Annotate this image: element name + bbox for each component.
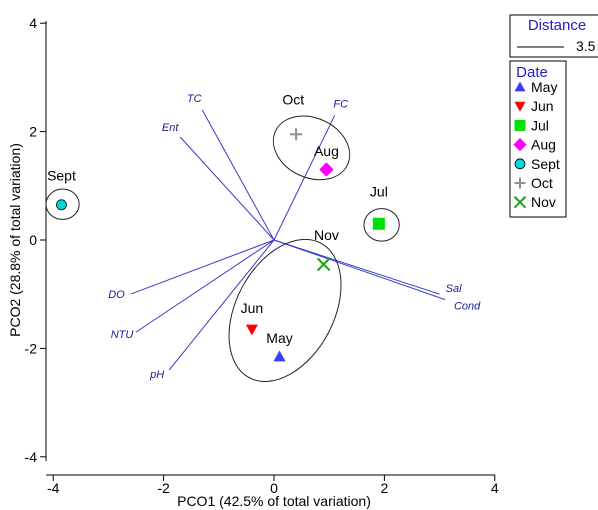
x-tick-label: 2 <box>381 480 389 496</box>
point-sept <box>56 199 67 211</box>
distance-scale-value: 3.5 <box>576 38 596 54</box>
vector-label-cond: Cond <box>454 301 481 313</box>
cluster-label-nov: Nov <box>314 227 339 243</box>
legend-marker-may <box>514 81 526 92</box>
vector-label-sal: Sal <box>446 283 462 295</box>
vector-do <box>130 239 275 295</box>
vector-label-do: DO <box>108 289 125 301</box>
point-label-jun: Jun <box>241 300 264 316</box>
point-group <box>56 128 385 362</box>
tick-group: -4 -2 0 2 4 -4 -2 0 2 4 <box>25 15 499 496</box>
vector-fc <box>273 115 336 241</box>
legend-marker-jul <box>514 119 526 131</box>
y-tick-label: 0 <box>29 232 37 248</box>
y-tick-label: 4 <box>29 15 37 31</box>
cluster-label-oct: Oct <box>282 92 304 108</box>
distance-legend: Distance 3.5 <box>509 14 598 58</box>
vector-cond <box>273 239 446 301</box>
y-tick-label: 2 <box>29 124 37 140</box>
point-jul <box>372 217 385 230</box>
vector-label-ph: pH <box>149 369 164 381</box>
legend-marker-jun <box>514 101 526 112</box>
vector-sal <box>273 239 440 295</box>
legend-marker-sept <box>514 158 526 170</box>
vector-group: TC Ent FC DO NTU pH Sal Cond <box>108 93 481 381</box>
x-tick-label: 0 <box>270 480 278 496</box>
cluster-label-sept: Sept <box>47 167 76 183</box>
y-tick-label: -2 <box>25 340 38 356</box>
point-label-may: May <box>266 330 292 346</box>
point-may <box>273 350 286 362</box>
legend-label-sept: Sept <box>531 156 560 172</box>
vector-ph <box>168 239 275 371</box>
x-tick-label: -2 <box>157 480 170 496</box>
legend-label-oct: Oct <box>531 175 553 191</box>
vector-ntu <box>135 239 275 333</box>
x-tick-label: 4 <box>491 480 499 496</box>
cluster-ellipse <box>272 115 351 181</box>
point-label-aug: Aug <box>314 143 339 159</box>
point-nov <box>316 257 331 272</box>
date-legend: Date May Jun Jul Aug Sept Oct Nov <box>509 60 567 218</box>
date-legend-title: Date <box>516 64 548 81</box>
vector-ent <box>179 136 275 241</box>
x-axis-label: PCO1 (42.5% of total variation) <box>177 493 371 509</box>
y-axis-label: PCO2 (28.8% of total variation) <box>7 143 23 337</box>
legend-marker-nov <box>513 195 527 209</box>
vector-label-ntu: NTU <box>111 329 134 341</box>
legend-label-nov: Nov <box>531 194 556 210</box>
date-legend-items: May Jun Jul Aug Sept Oct Nov <box>513 79 560 210</box>
point-jun <box>245 324 258 336</box>
point-aug <box>319 162 334 177</box>
legend-label-jun: Jun <box>531 98 554 114</box>
point-oct <box>290 128 303 141</box>
cluster-ellipse <box>228 238 342 383</box>
y-tick-label: -4 <box>25 449 38 465</box>
axes <box>45 21 495 476</box>
vector-label-tc: TC <box>187 93 202 105</box>
vector-label-ent: Ent <box>162 122 179 134</box>
x-tick-label: -4 <box>47 480 60 496</box>
legend-marker-oct <box>514 177 526 189</box>
vector-tc <box>201 109 275 241</box>
cluster-ellipse <box>45 188 80 220</box>
legend-label-aug: Aug <box>531 137 556 153</box>
legend-marker-aug <box>513 138 527 152</box>
distance-legend-box <box>509 14 598 58</box>
vector-label-fc: FC <box>333 98 348 110</box>
cluster-label-jul: Jul <box>370 184 388 200</box>
legend-label-may: May <box>531 79 557 95</box>
legend-label-jul: Jul <box>531 117 549 133</box>
cluster-ellipse <box>363 208 400 242</box>
distance-legend-title: Distance <box>528 17 586 34</box>
